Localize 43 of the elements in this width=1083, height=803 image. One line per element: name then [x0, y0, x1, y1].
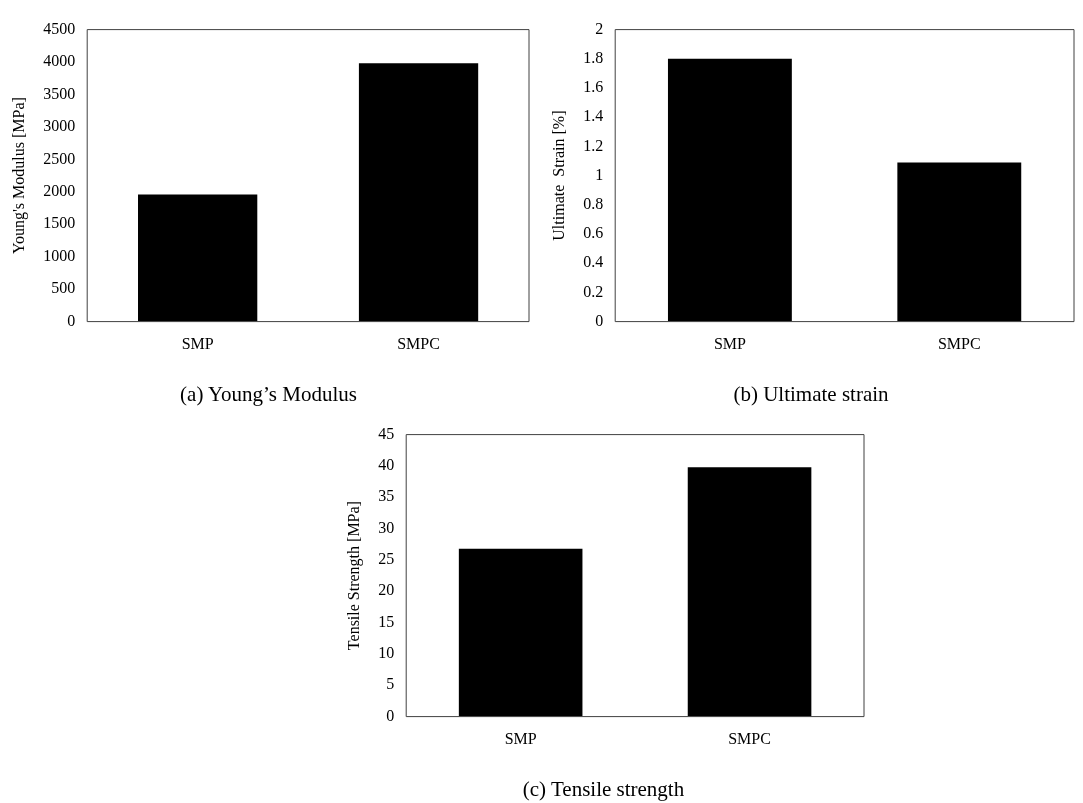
y-tick-label: 3000: [43, 117, 76, 135]
y-tick-label: 10: [378, 644, 395, 662]
y-tick-label: 1.8: [583, 49, 604, 66]
y-axis-title: Young's Modulus [MPa]: [9, 97, 28, 255]
y-tick-label: 5: [386, 675, 395, 693]
x-tick-label: SMP: [713, 335, 747, 353]
text: (a) Young’s Modulus: [180, 381, 357, 406]
y-tick-label: 0.2: [583, 282, 604, 300]
x-tick-label: SMP: [181, 335, 214, 353]
y-tick-label: 0.4: [583, 253, 604, 271]
y-tick-label: 30: [378, 518, 395, 536]
text: (b) Ultimate strain: [733, 381, 890, 406]
y-axis-title: Ultimate Strain [%]: [549, 110, 567, 241]
y-tick-label: 45: [378, 424, 395, 442]
x-tick-label: SMPC: [397, 335, 440, 353]
y-tick-label: 1.6: [583, 78, 604, 96]
y-tick-label: 25: [378, 550, 395, 568]
y-tick-label: 2000: [43, 182, 76, 200]
y-tick-label: 15: [378, 612, 395, 630]
y-tick-label: 3500: [43, 84, 76, 102]
y-tick-label: 1: [595, 165, 604, 183]
x-tick-label: SMPC: [728, 730, 771, 748]
y-tick-label: 1.4: [583, 107, 604, 125]
x-tick-label: SMPC: [937, 335, 981, 353]
y-tick-label: 500: [51, 279, 76, 297]
y-tick-label: 1500: [43, 214, 76, 232]
y-tick-label: 0: [595, 311, 604, 329]
y-tick-label: 1000: [43, 246, 76, 264]
y-tick-label: 0: [386, 706, 395, 724]
y-tick-label: 4500: [43, 19, 76, 37]
y-tick-label: 4000: [43, 52, 76, 70]
y-tick-label: 35: [378, 487, 395, 505]
text: (c) Tensile strength: [522, 776, 685, 801]
y-tick-label: 0.8: [583, 195, 604, 212]
x-tick-label: SMP: [504, 730, 537, 748]
y-tick-label: 2: [595, 19, 604, 37]
y-tick-label: 1.2: [583, 136, 604, 154]
y-axis-title: Tensile Strength [MPa]: [344, 501, 363, 651]
y-tick-label: 2500: [43, 149, 76, 167]
y-tick-label: 0.6: [583, 224, 604, 242]
y-tick-label: 0: [67, 311, 76, 329]
y-tick-label: 40: [378, 456, 395, 474]
y-tick-label: 20: [378, 581, 395, 599]
